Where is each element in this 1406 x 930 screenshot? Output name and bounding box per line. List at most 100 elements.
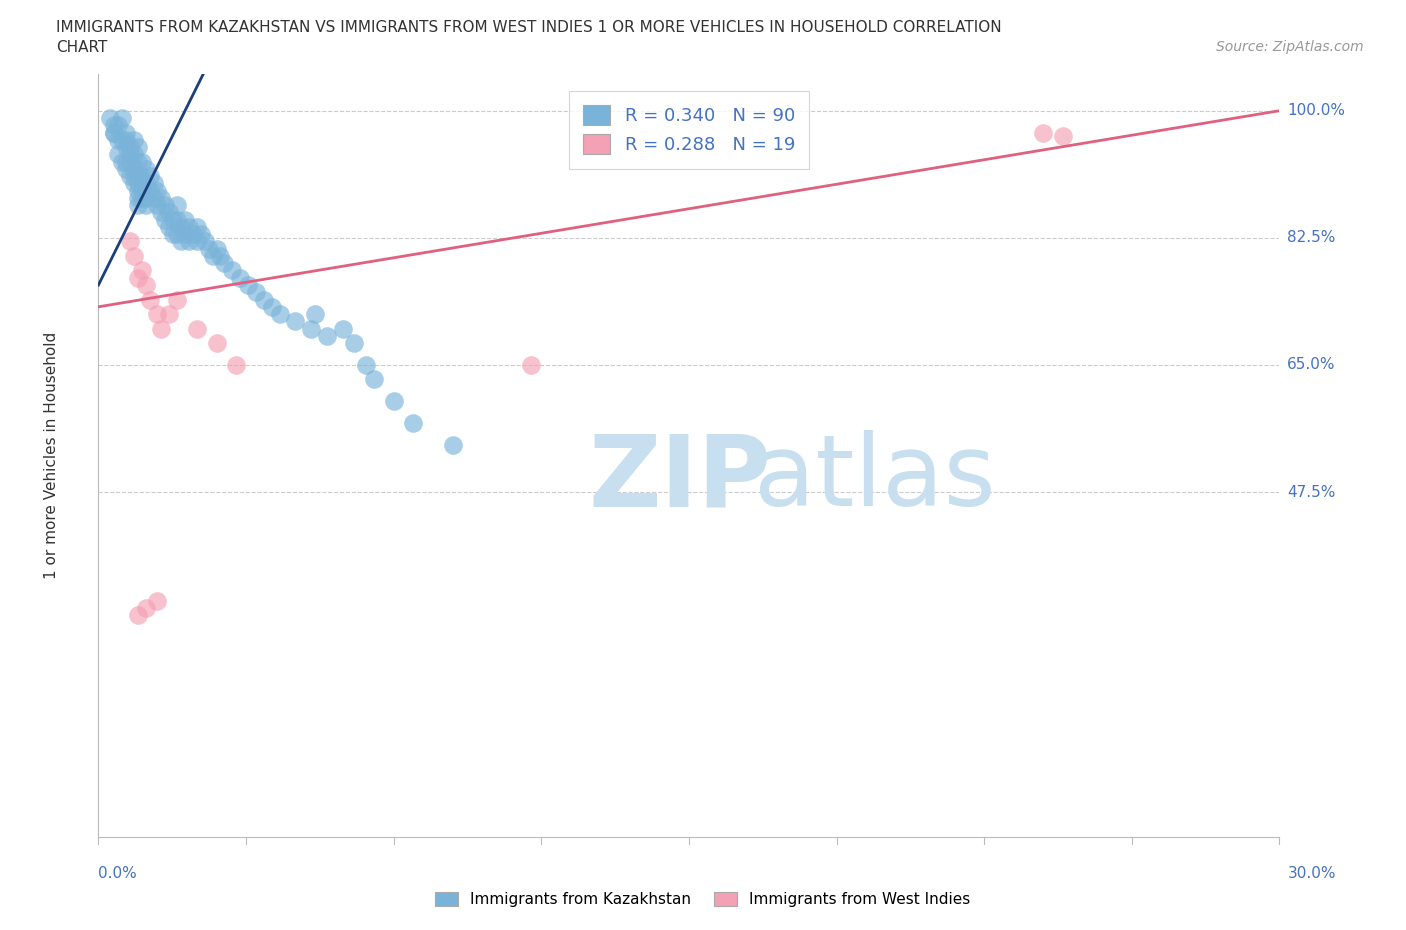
- Point: [135, 176, 157, 191]
- Point: [146, 198, 169, 213]
- Point: [127, 191, 149, 206]
- Point: [115, 132, 138, 147]
- Point: [150, 191, 173, 206]
- Point: [127, 154, 149, 169]
- Point: [194, 234, 217, 249]
- Point: [146, 183, 169, 198]
- Point: [229, 271, 252, 286]
- Point: [131, 168, 153, 183]
- Point: [174, 212, 197, 227]
- Point: [115, 162, 138, 177]
- Point: [155, 212, 177, 227]
- Point: [177, 234, 200, 249]
- Point: [245, 285, 267, 299]
- Point: [221, 263, 243, 278]
- Point: [166, 198, 188, 213]
- Point: [236, 277, 259, 292]
- Text: ZIP: ZIP: [589, 430, 772, 527]
- Point: [441, 437, 464, 452]
- Point: [107, 147, 129, 162]
- Point: [111, 132, 134, 147]
- Point: [142, 191, 165, 206]
- Point: [214, 256, 236, 271]
- Point: [122, 176, 145, 191]
- Point: [157, 205, 180, 219]
- Point: [1032, 125, 1054, 140]
- Point: [122, 248, 145, 263]
- Point: [1052, 128, 1074, 143]
- Point: [98, 111, 121, 126]
- Point: [166, 292, 188, 307]
- Point: [103, 118, 125, 133]
- Text: 30.0%: 30.0%: [1288, 866, 1336, 881]
- Text: 65.0%: 65.0%: [1288, 357, 1336, 372]
- Point: [150, 205, 173, 219]
- Point: [107, 132, 129, 147]
- Point: [122, 132, 145, 147]
- Point: [315, 328, 337, 343]
- Point: [181, 227, 204, 242]
- Point: [131, 154, 153, 169]
- Point: [150, 321, 173, 336]
- Point: [343, 336, 366, 351]
- Point: [127, 271, 149, 286]
- Point: [162, 227, 184, 242]
- Point: [402, 416, 425, 431]
- Point: [205, 241, 228, 256]
- Point: [107, 118, 129, 133]
- Point: [103, 125, 125, 140]
- Point: [138, 183, 160, 198]
- Point: [225, 357, 247, 372]
- Point: [142, 176, 165, 191]
- Legend: R = 0.340   N = 90, R = 0.288   N = 19: R = 0.340 N = 90, R = 0.288 N = 19: [568, 91, 810, 168]
- Point: [115, 125, 138, 140]
- Text: 82.5%: 82.5%: [1288, 231, 1336, 246]
- Point: [127, 176, 149, 191]
- Point: [354, 357, 377, 372]
- Point: [127, 608, 149, 623]
- Point: [304, 307, 326, 322]
- Point: [135, 601, 157, 616]
- Point: [127, 168, 149, 183]
- Point: [135, 198, 157, 213]
- Point: [127, 140, 149, 154]
- Text: atlas: atlas: [754, 430, 995, 527]
- Point: [201, 248, 224, 263]
- Point: [118, 147, 141, 162]
- Point: [166, 227, 188, 242]
- Point: [146, 593, 169, 608]
- Point: [118, 154, 141, 169]
- Point: [122, 168, 145, 183]
- Text: 0.0%: 0.0%: [98, 866, 138, 881]
- Point: [197, 241, 219, 256]
- Point: [135, 162, 157, 177]
- Point: [131, 183, 153, 198]
- Point: [155, 198, 177, 213]
- Point: [363, 372, 385, 387]
- Text: Source: ZipAtlas.com: Source: ZipAtlas.com: [1216, 40, 1364, 54]
- Point: [118, 234, 141, 249]
- Text: IMMIGRANTS FROM KAZAKHSTAN VS IMMIGRANTS FROM WEST INDIES 1 OR MORE VEHICLES IN : IMMIGRANTS FROM KAZAKHSTAN VS IMMIGRANTS…: [56, 20, 1002, 35]
- Point: [382, 393, 405, 408]
- Point: [118, 140, 141, 154]
- Point: [269, 307, 291, 322]
- Point: [205, 336, 228, 351]
- Point: [186, 321, 208, 336]
- Legend: Immigrants from Kazakhstan, Immigrants from West Indies: Immigrants from Kazakhstan, Immigrants f…: [429, 885, 977, 913]
- Point: [131, 191, 153, 206]
- Point: [177, 219, 200, 234]
- Point: [122, 147, 145, 162]
- Text: 1 or more Vehicles in Household: 1 or more Vehicles in Household: [44, 332, 59, 579]
- Point: [157, 219, 180, 234]
- Point: [115, 140, 138, 154]
- Point: [138, 292, 160, 307]
- Point: [135, 191, 157, 206]
- Point: [186, 219, 208, 234]
- Point: [131, 263, 153, 278]
- Point: [146, 307, 169, 322]
- Text: 47.5%: 47.5%: [1288, 485, 1336, 499]
- Point: [209, 248, 232, 263]
- Point: [170, 234, 193, 249]
- Point: [190, 227, 212, 242]
- Point: [284, 314, 307, 329]
